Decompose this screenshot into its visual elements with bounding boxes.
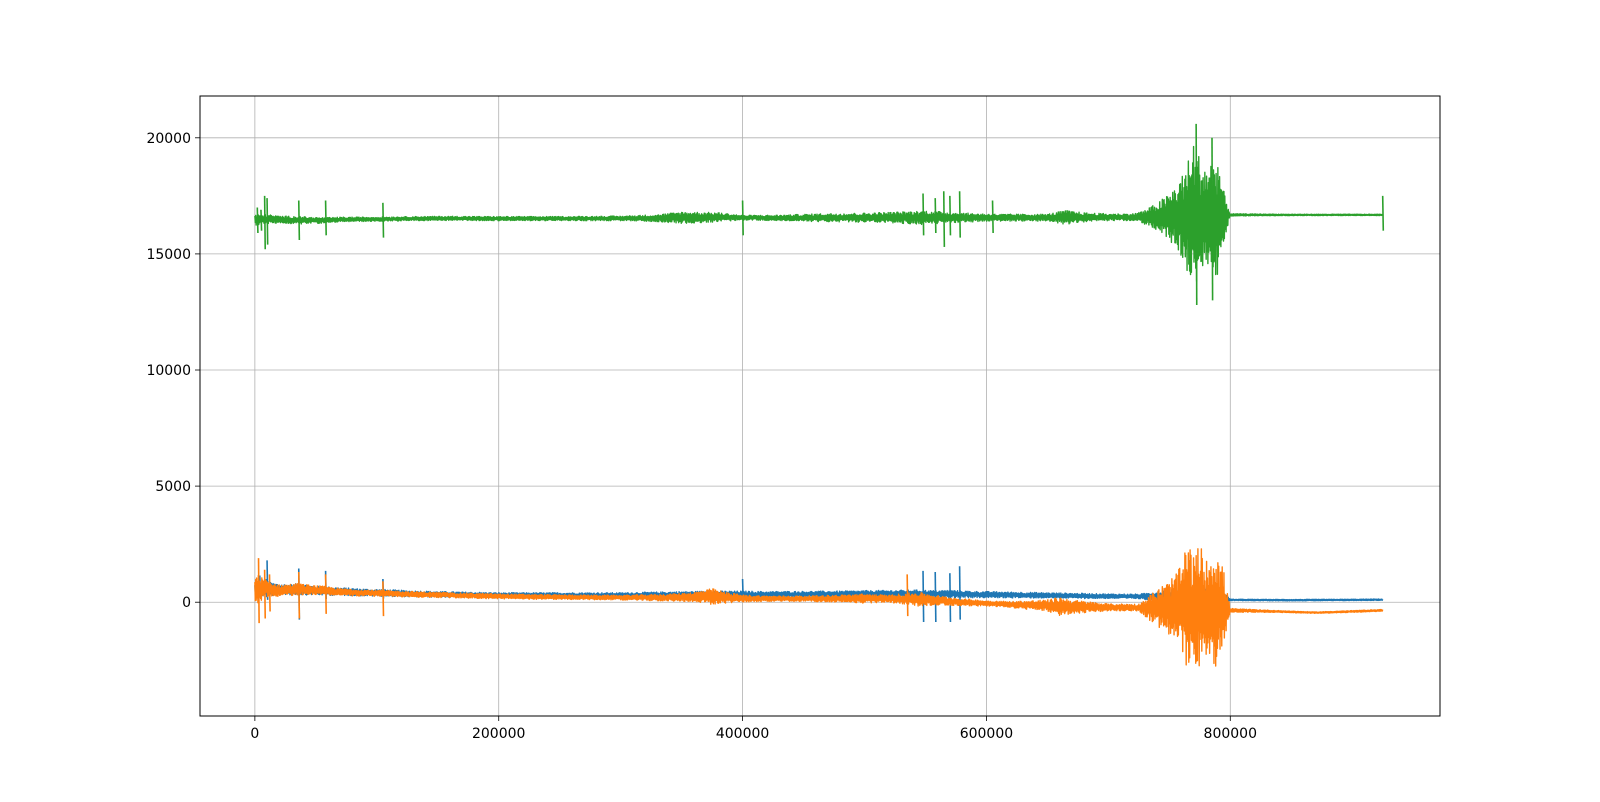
- series-3: [254, 123, 1385, 305]
- series-spike: [257, 558, 260, 624]
- x-tick-label: 0: [250, 726, 259, 742]
- series-spike: [297, 200, 301, 240]
- series-spike: [382, 581, 385, 617]
- y-tick-label: 15000: [146, 247, 191, 263]
- series-spike: [256, 207, 259, 234]
- y-tick-label: 10000: [146, 363, 191, 379]
- series-spike: [324, 200, 327, 236]
- series-line: [254, 145, 1384, 283]
- series-spike: [949, 195, 952, 236]
- series-spike: [260, 209, 263, 231]
- series-spike: [263, 195, 267, 250]
- y-tick-label: 20000: [146, 131, 191, 147]
- y-tick-label: 0: [182, 595, 191, 611]
- series-line: [254, 548, 1384, 667]
- series-spike: [1211, 137, 1214, 301]
- y-tick-label: 5000: [155, 479, 191, 495]
- series-2: [254, 548, 1384, 667]
- grid: [200, 96, 1440, 716]
- series-spike: [949, 573, 952, 622]
- plot-frame: [199, 95, 1441, 717]
- series-spike: [1195, 123, 1198, 305]
- series-spike: [906, 574, 909, 617]
- series-spike: [958, 191, 962, 238]
- series-spike: [958, 566, 962, 620]
- series-spike: [297, 572, 301, 619]
- series-spike: [382, 202, 385, 238]
- series-spike: [1381, 195, 1385, 231]
- series-spike: [263, 569, 267, 619]
- x-tick-label: 800000: [1204, 726, 1257, 742]
- series-spike: [741, 200, 744, 236]
- series-spike: [942, 191, 946, 247]
- x-tick-label: 400000: [716, 726, 769, 742]
- series-spike: [266, 198, 269, 245]
- series-spike: [922, 193, 925, 236]
- series-spike: [324, 574, 327, 614]
- series-layer: [254, 123, 1385, 667]
- x-tick-label: 200000: [472, 726, 525, 742]
- series-spike: [991, 200, 994, 234]
- series-spike: [934, 198, 937, 234]
- x-tick-label: 600000: [960, 726, 1013, 742]
- axis-ticks: 0 200000 400000 600000 800000 0 5000 10000 15000…: [146, 131, 1257, 742]
- series-spike: [268, 574, 271, 612]
